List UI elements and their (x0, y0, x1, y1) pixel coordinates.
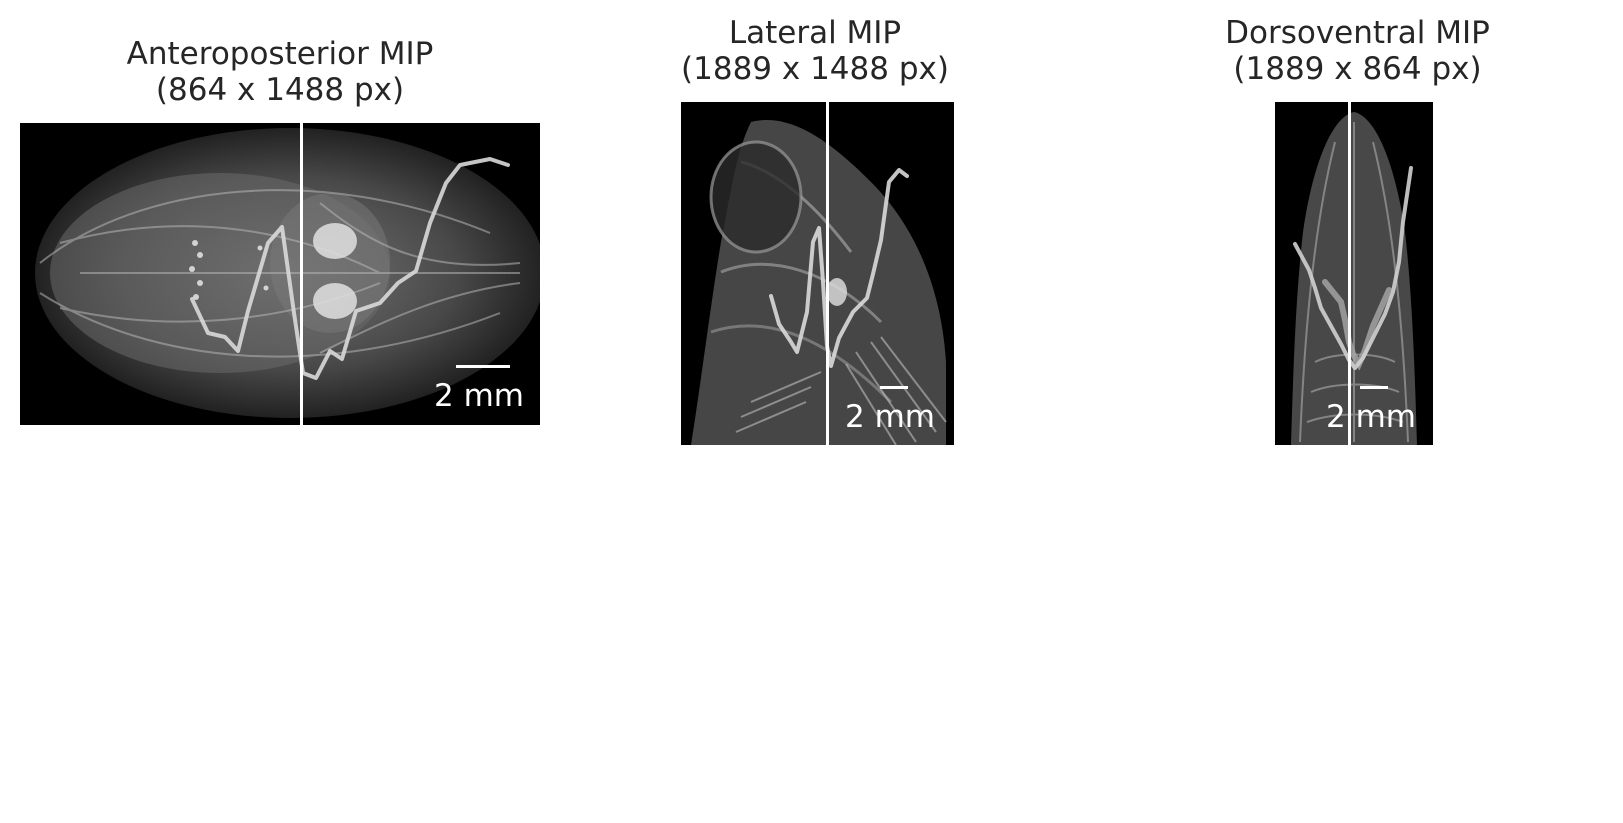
dorsoventral-title-view: Dorsoventral MIP (1225, 15, 1490, 51)
dorsoventral-scalebar (1360, 386, 1388, 389)
anteroposterior-title-size: (864 x 1488 px) (155, 72, 405, 108)
dorsoventral-divider (1348, 102, 1351, 445)
anteroposterior-divider (300, 123, 303, 425)
anteroposterior-scalebar (456, 365, 510, 368)
lateral-title-view: Lateral MIP (728, 15, 902, 51)
lateral-title: Lateral MIP (1889 x 1488 px) (630, 15, 1000, 87)
dorsoventral-mip-image: 2 mm (1275, 102, 1433, 445)
lateral-scalebar (880, 386, 908, 389)
dorsoventral-scalebar-label: 2 mm (1326, 399, 1416, 435)
dorsoventral-fish-render (1291, 112, 1417, 445)
anteroposterior-title-view: Anteroposterior MIP (126, 36, 434, 72)
anteroposterior-title: Anteroposterior MIP (864 x 1488 px) (20, 36, 540, 108)
dorsoventral-title-size: (1889 x 864 px) (1233, 51, 1482, 87)
lateral-mip-image: 2 mm (681, 102, 954, 445)
anteroposterior-mip-image: 2 mm (20, 123, 540, 425)
dorsoventral-title: Dorsoventral MIP (1889 x 864 px) (1190, 15, 1525, 87)
lateral-scalebar-label: 2 mm (845, 399, 935, 435)
anteroposterior-scalebar-label: 2 mm (434, 378, 524, 414)
lateral-title-size: (1889 x 1488 px) (681, 51, 949, 87)
lateral-divider (826, 102, 829, 445)
lateral-fish-render (691, 120, 947, 445)
